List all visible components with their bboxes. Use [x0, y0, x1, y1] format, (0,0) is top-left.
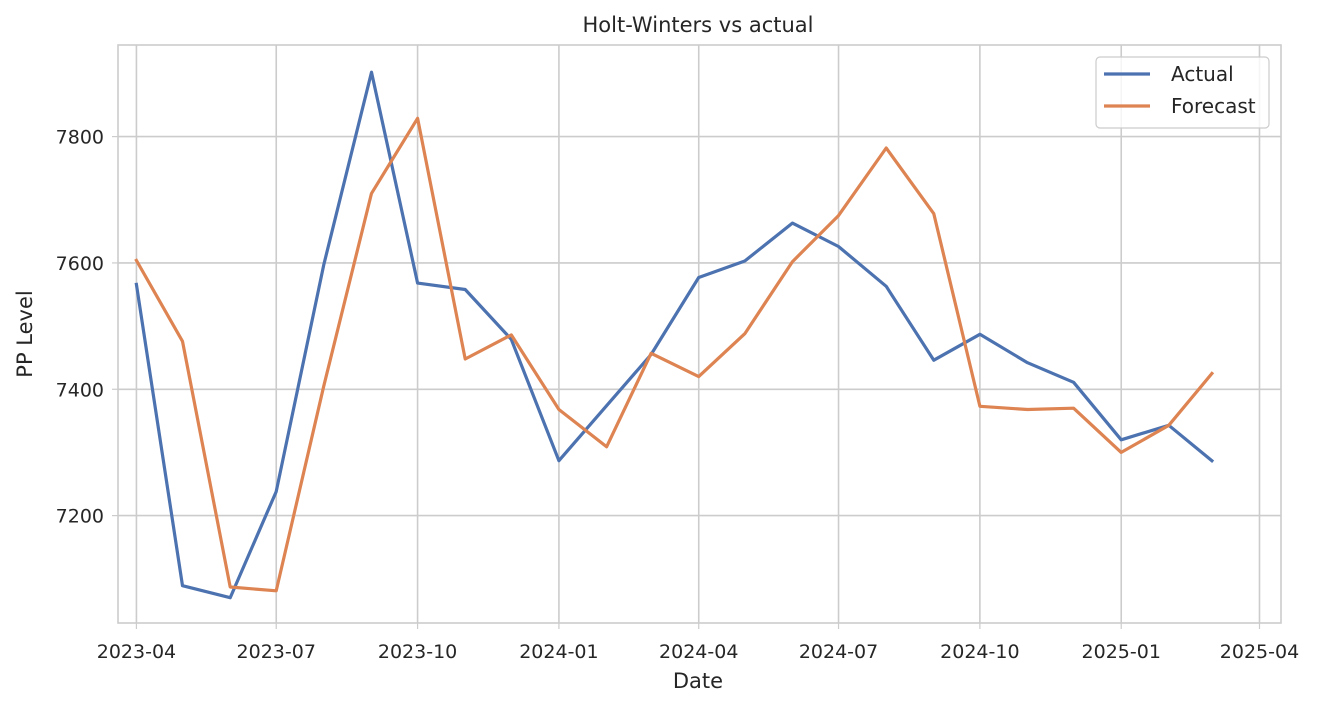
- chart-title: Holt-Winters vs actual: [583, 13, 814, 37]
- x-axis-ticks: 2023-04 2023-07 2023-10 2024-01 2024-04 2024-…: [97, 623, 1299, 663]
- y-tick-label: 7800: [56, 127, 104, 149]
- y-tick-label: 7400: [56, 379, 104, 401]
- y-tick-label: 7600: [56, 253, 104, 275]
- y-tick-label: 7200: [56, 506, 104, 528]
- series-lines: [134, 70, 1215, 600]
- y-axis-title: PP Level: [13, 290, 37, 377]
- grid-lines: [118, 45, 1281, 623]
- x-tick-label: 2025-01: [1082, 641, 1161, 663]
- legend: Actual Forecast: [1095, 56, 1270, 129]
- x-tick-label: 2024-07: [799, 641, 878, 663]
- x-tick-label: 2023-10: [378, 641, 457, 663]
- x-tick-label: 2024-01: [519, 641, 598, 663]
- x-tick-label: 2023-07: [237, 641, 316, 663]
- x-tick-label: 2023-04: [97, 641, 176, 663]
- x-tick-label: 2025-04: [1220, 641, 1299, 663]
- x-axis-title: Date: [673, 669, 723, 693]
- legend-label-forecast: Forecast: [1171, 94, 1256, 118]
- plot-area-frame: [117, 44, 1282, 624]
- legend-label-actual: Actual: [1171, 62, 1234, 86]
- series-line-forecast: [134, 116, 1215, 593]
- x-tick-label: 2024-04: [659, 641, 738, 663]
- y-axis-ticks: 7200 7400 7600 7800: [56, 127, 118, 528]
- x-tick-label: 2024-10: [940, 641, 1019, 663]
- series-line-actual: [134, 70, 1215, 600]
